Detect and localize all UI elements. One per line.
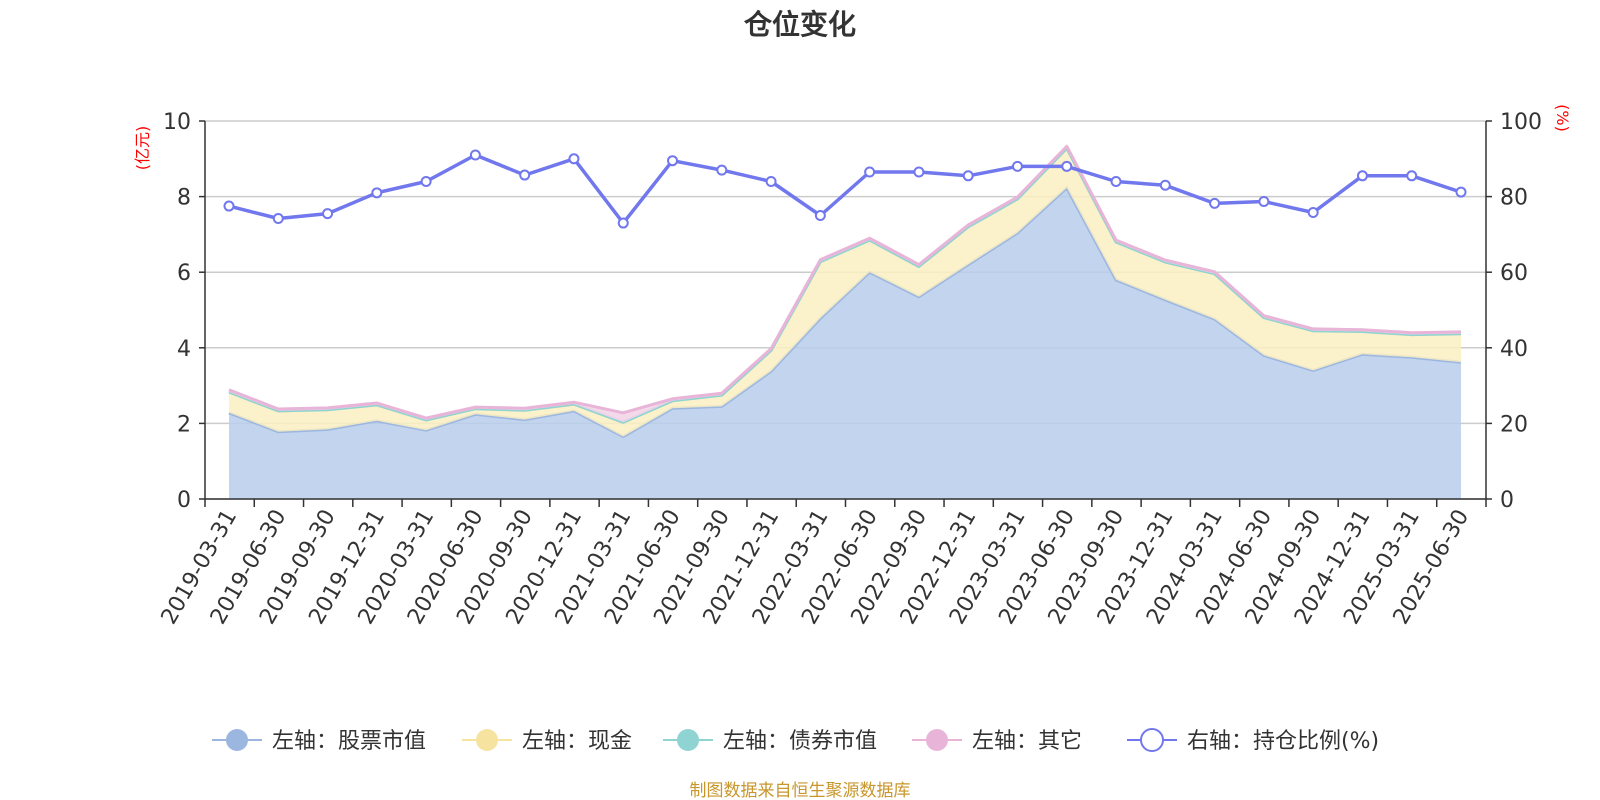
area-fill (229, 148, 1461, 437)
legend-label: 右轴：持仓比例(%) (1187, 729, 1379, 754)
left-axis-tick-label: 8 (177, 186, 191, 211)
left-axis-tick-label: 2 (177, 412, 191, 437)
ratio-point (223, 200, 235, 212)
right-axis-tick-label: 0 (1500, 488, 1514, 513)
legend-marker (226, 729, 248, 751)
legend-label: 左轴：股票市值 (272, 729, 426, 754)
ratio-point (322, 208, 334, 220)
ratio-point (1455, 186, 1467, 198)
ratio-point (962, 170, 974, 182)
legend-label: 左轴：现金 (522, 729, 632, 754)
ratio-point (716, 164, 728, 176)
ratio-point (272, 213, 284, 225)
ratio-point (1258, 196, 1270, 208)
left-axis-tick-label: 10 (163, 110, 191, 135)
left-axis-unit: (亿元) (133, 126, 152, 171)
legend: 左轴：股票市值 左轴：现金 左轴：债券市值 左轴：其它 右轴：持仓比例(%) (212, 728, 1379, 754)
right-axis-unit: (%) (1553, 104, 1572, 132)
ratio-line (228, 153, 1462, 225)
legend-marker (476, 729, 498, 751)
left-axis-tick-label: 4 (177, 337, 191, 362)
legend-marker (677, 729, 699, 751)
source-note: 制图数据来自恒生聚源数据库 (690, 781, 911, 800)
ratio-point (519, 169, 531, 181)
ratio-point (864, 166, 876, 178)
ratio-line-series (223, 149, 1467, 229)
ratio-point (1110, 175, 1122, 187)
ratio-point (469, 149, 481, 161)
ratio-point (765, 175, 777, 187)
right-axis-tick-label: 60 (1500, 261, 1528, 286)
ratio-point (1061, 160, 1073, 172)
chart-title: 仓位变化 (744, 8, 856, 41)
ratio-point (1307, 206, 1319, 218)
ratio-point (913, 166, 925, 178)
ratio-point (1356, 170, 1368, 182)
legend-label: 左轴：其它 (972, 729, 1082, 754)
ratio-point (1011, 160, 1023, 172)
ratio-point (1406, 170, 1418, 182)
ratio-point (814, 210, 826, 221)
ratio-point (617, 217, 629, 229)
right-axis-tick-label: 100 (1500, 110, 1542, 135)
area-fill (229, 187, 1461, 499)
left-axis-tick-label: 0 (177, 488, 191, 513)
legend-marker (1140, 728, 1164, 752)
ratio-point (568, 153, 580, 165)
ratio-point (420, 175, 432, 187)
area-series (228, 144, 1462, 499)
right-axis-tick-label: 80 (1500, 186, 1528, 211)
legend-marker (926, 729, 948, 751)
ratio-point (1159, 179, 1171, 191)
ratio-point (1209, 197, 1221, 209)
legend-label: 左轴：债券市值 (723, 729, 877, 754)
right-axis-tick-label: 40 (1500, 337, 1528, 362)
area-line (228, 144, 1462, 420)
ratio-point (371, 187, 383, 199)
ratio-point (667, 155, 679, 167)
left-axis-tick-label: 6 (177, 261, 191, 286)
right-axis-tick-label: 20 (1500, 412, 1528, 437)
